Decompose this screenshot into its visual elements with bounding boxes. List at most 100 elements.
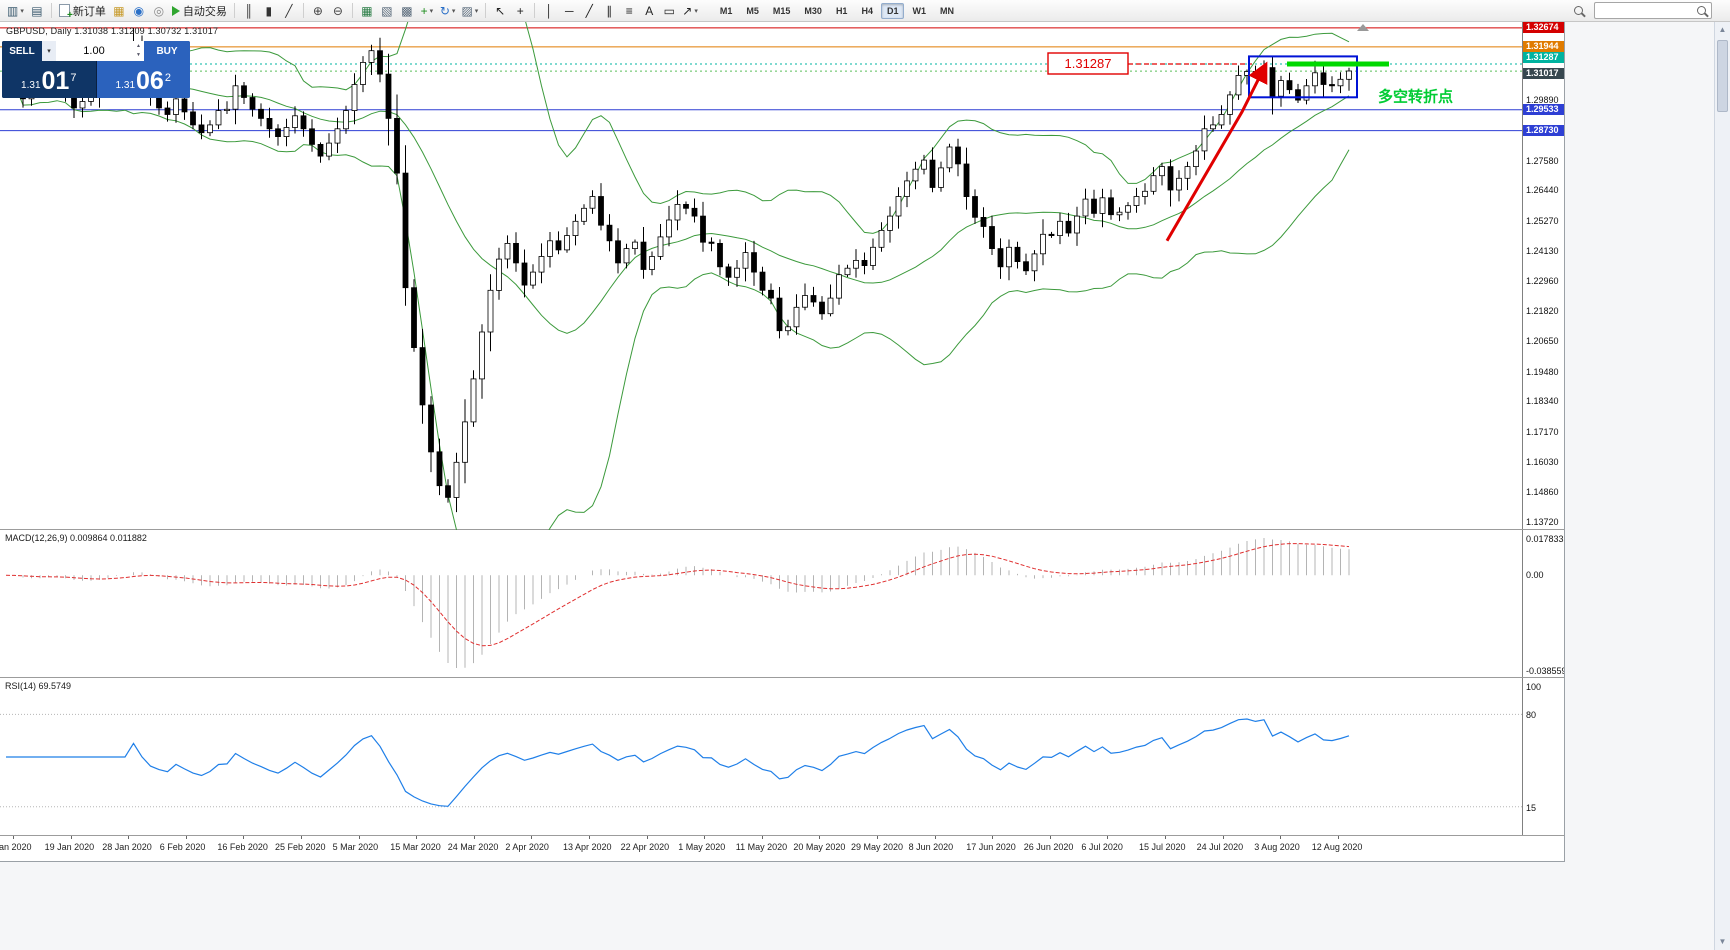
order-type-dropdown[interactable]: ▾ xyxy=(42,41,56,61)
axis-tick xyxy=(473,836,475,839)
data-window-button[interactable]: ◉ xyxy=(130,2,148,20)
timeframe-d1[interactable]: D1 xyxy=(880,2,905,19)
search-input[interactable] xyxy=(1600,5,1693,16)
macd-chart[interactable] xyxy=(0,530,1523,678)
tile-windows-button[interactable]: ▦ xyxy=(358,2,376,20)
toolbar-separator xyxy=(50,3,52,18)
horizontal-line-button[interactable]: ─ xyxy=(560,2,578,20)
label-button[interactable]: ▭ xyxy=(660,2,678,20)
autotrading-icon xyxy=(171,5,180,16)
cursor-button[interactable]: ↖ xyxy=(491,2,509,20)
scroll-marker-icon xyxy=(1357,24,1369,31)
search-button[interactable] xyxy=(1569,2,1587,20)
vertical-line-icon: │ xyxy=(545,3,554,18)
price-scale[interactable]: 1.29890 1.27580 1.26440 1.25270 1.24130 1.229… xyxy=(1522,22,1564,529)
date-label: 20 May 2020 xyxy=(793,842,846,852)
add-indicator-button[interactable]: + ▾ xyxy=(418,2,436,20)
timeframe-group: M1 M5 M15 M30 H1 H4 D1 W1 MN xyxy=(713,2,961,19)
axis-tick xyxy=(704,836,706,839)
date-label: 15 Mar 2020 xyxy=(390,842,441,852)
crosshair-button[interactable]: + xyxy=(511,2,529,20)
timeframe-h1[interactable]: H1 xyxy=(835,5,848,16)
cascade-windows-button[interactable]: ▧ xyxy=(378,2,396,20)
price-badge: 1.31944 xyxy=(1523,41,1564,53)
axis-tick xyxy=(1165,836,1166,839)
timeframe-m30[interactable]: M30 xyxy=(804,5,822,16)
fibonacci-button[interactable]: ≡ xyxy=(620,2,638,20)
timeframe-h4[interactable]: H4 xyxy=(861,5,873,16)
zoom-in-button[interactable]: ⊕ xyxy=(309,2,327,20)
axis-tick xyxy=(70,836,72,839)
volume-up-icon[interactable]: ▲ xyxy=(136,43,141,49)
macd-scale[interactable]: 0.017833 0.00 -0.038559 xyxy=(1522,530,1564,677)
date-label: 6 Jul 2020 xyxy=(1081,842,1123,852)
macd-header: MACD(12,26,9) 0.009864 0.011882 xyxy=(5,533,147,543)
zoom-out-button[interactable]: ⊖ xyxy=(329,2,347,20)
periods-button[interactable]: ↻ ▾ xyxy=(438,2,458,20)
buy-button[interactable]: BUY xyxy=(144,41,190,61)
text-button[interactable]: A xyxy=(640,2,658,20)
rsi-chart[interactable] xyxy=(0,678,1523,836)
new-order-button[interactable]: + 新订单 xyxy=(57,2,108,21)
toolbar-separator xyxy=(302,3,304,18)
autotrading-button[interactable]: 自动交易 xyxy=(170,2,229,20)
line-chart-type-button[interactable]: ╱ xyxy=(280,2,298,20)
templates-button[interactable]: ▨ ▾ xyxy=(459,2,480,20)
price-scale-label: 1.27580 xyxy=(1526,155,1559,166)
volume-input[interactable] xyxy=(56,45,144,57)
time-axis[interactable]: 9 Jan 2020 19 Jan 2020 28 Jan 2020 6 Feb 20… xyxy=(0,836,1564,859)
search-box[interactable] xyxy=(1594,2,1712,19)
new-chart-button[interactable]: ▥ ▾ xyxy=(5,2,26,20)
timeframe-m5[interactable]: M5 xyxy=(746,5,759,16)
date-label: 1 May 2020 xyxy=(678,842,726,852)
arrange-windows-button[interactable]: ▩ xyxy=(398,2,416,20)
dropdown-caret-icon[interactable]: ▾ xyxy=(429,7,434,15)
date-label: 5 Mar 2020 xyxy=(332,842,379,852)
candlestick-type-button[interactable]: ▮ xyxy=(260,2,278,20)
sell-price[interactable]: 1.31 01 7 xyxy=(2,61,96,98)
scrollbar-thumb[interactable] xyxy=(1717,40,1728,112)
axis-tick xyxy=(1337,836,1339,839)
profiles-button[interactable]: ▤ xyxy=(28,2,46,20)
volume-down-icon[interactable]: ▼ xyxy=(136,52,141,58)
timeframe-m1[interactable]: M1 xyxy=(719,5,733,16)
dropdown-caret-icon[interactable]: ▾ xyxy=(694,7,698,15)
new-order-icon: + xyxy=(58,4,73,21)
scrollbar-up-icon[interactable]: ▲ xyxy=(1718,25,1727,34)
macd-pane: MACD(12,26,9) 0.009864 0.011882 0.017833… xyxy=(0,530,1564,678)
axis-tick xyxy=(531,836,533,839)
label-icon: ▭ xyxy=(663,3,675,18)
price-scale-label: 1.13720 xyxy=(1526,516,1559,527)
date-label: 24 Mar 2020 xyxy=(447,842,499,852)
buy-price[interactable]: 1.31 06 2 xyxy=(95,61,190,98)
price-chart[interactable]: 1.31287 多空转折点 xyxy=(0,22,1523,530)
rsi-scale-label: 100 xyxy=(1526,682,1542,692)
shapes-button[interactable]: ↗ ▾ xyxy=(680,2,700,20)
macd-scale-label: -0.038559 xyxy=(1526,666,1565,676)
vertical-scrollbar[interactable]: ▲ ▼ xyxy=(1714,22,1730,950)
price-scale-label: 1.24130 xyxy=(1526,245,1559,256)
axis-tick xyxy=(301,836,302,839)
scrollbar-down-icon[interactable]: ▼ xyxy=(1718,937,1727,946)
sell-button[interactable]: SELL xyxy=(2,41,42,61)
timeframe-mn[interactable]: MN xyxy=(939,5,954,16)
dropdown-caret-icon[interactable]: ▾ xyxy=(20,7,24,15)
date-label: 8 Jun 2020 xyxy=(908,842,954,852)
rsi-pane: RSI(14) 69.5749 100 80 15 xyxy=(0,678,1564,836)
timeframe-m15[interactable]: M15 xyxy=(772,5,791,16)
channel-button[interactable]: ∥ xyxy=(600,2,618,20)
dropdown-caret-icon[interactable]: ▾ xyxy=(451,7,456,15)
level-price-label: 1.31287 xyxy=(1065,56,1112,71)
axis-tick xyxy=(185,836,187,839)
market-watch-button[interactable]: ▦ xyxy=(110,2,128,20)
bar-chart-type-button[interactable]: ║ xyxy=(240,2,258,20)
vertical-line-button[interactable]: │ xyxy=(540,2,558,20)
rsi-scale[interactable]: 100 80 15 xyxy=(1522,678,1564,835)
dropdown-caret-icon[interactable]: ▾ xyxy=(474,7,479,15)
macd-scale-label: 0.017833 xyxy=(1526,534,1564,544)
timeframe-w1[interactable]: W1 xyxy=(912,5,926,16)
sell-price-prefix: 1.31 xyxy=(21,80,41,91)
trendline-button[interactable]: ╱ xyxy=(580,2,598,20)
help-button[interactable]: ◎ xyxy=(150,2,168,20)
